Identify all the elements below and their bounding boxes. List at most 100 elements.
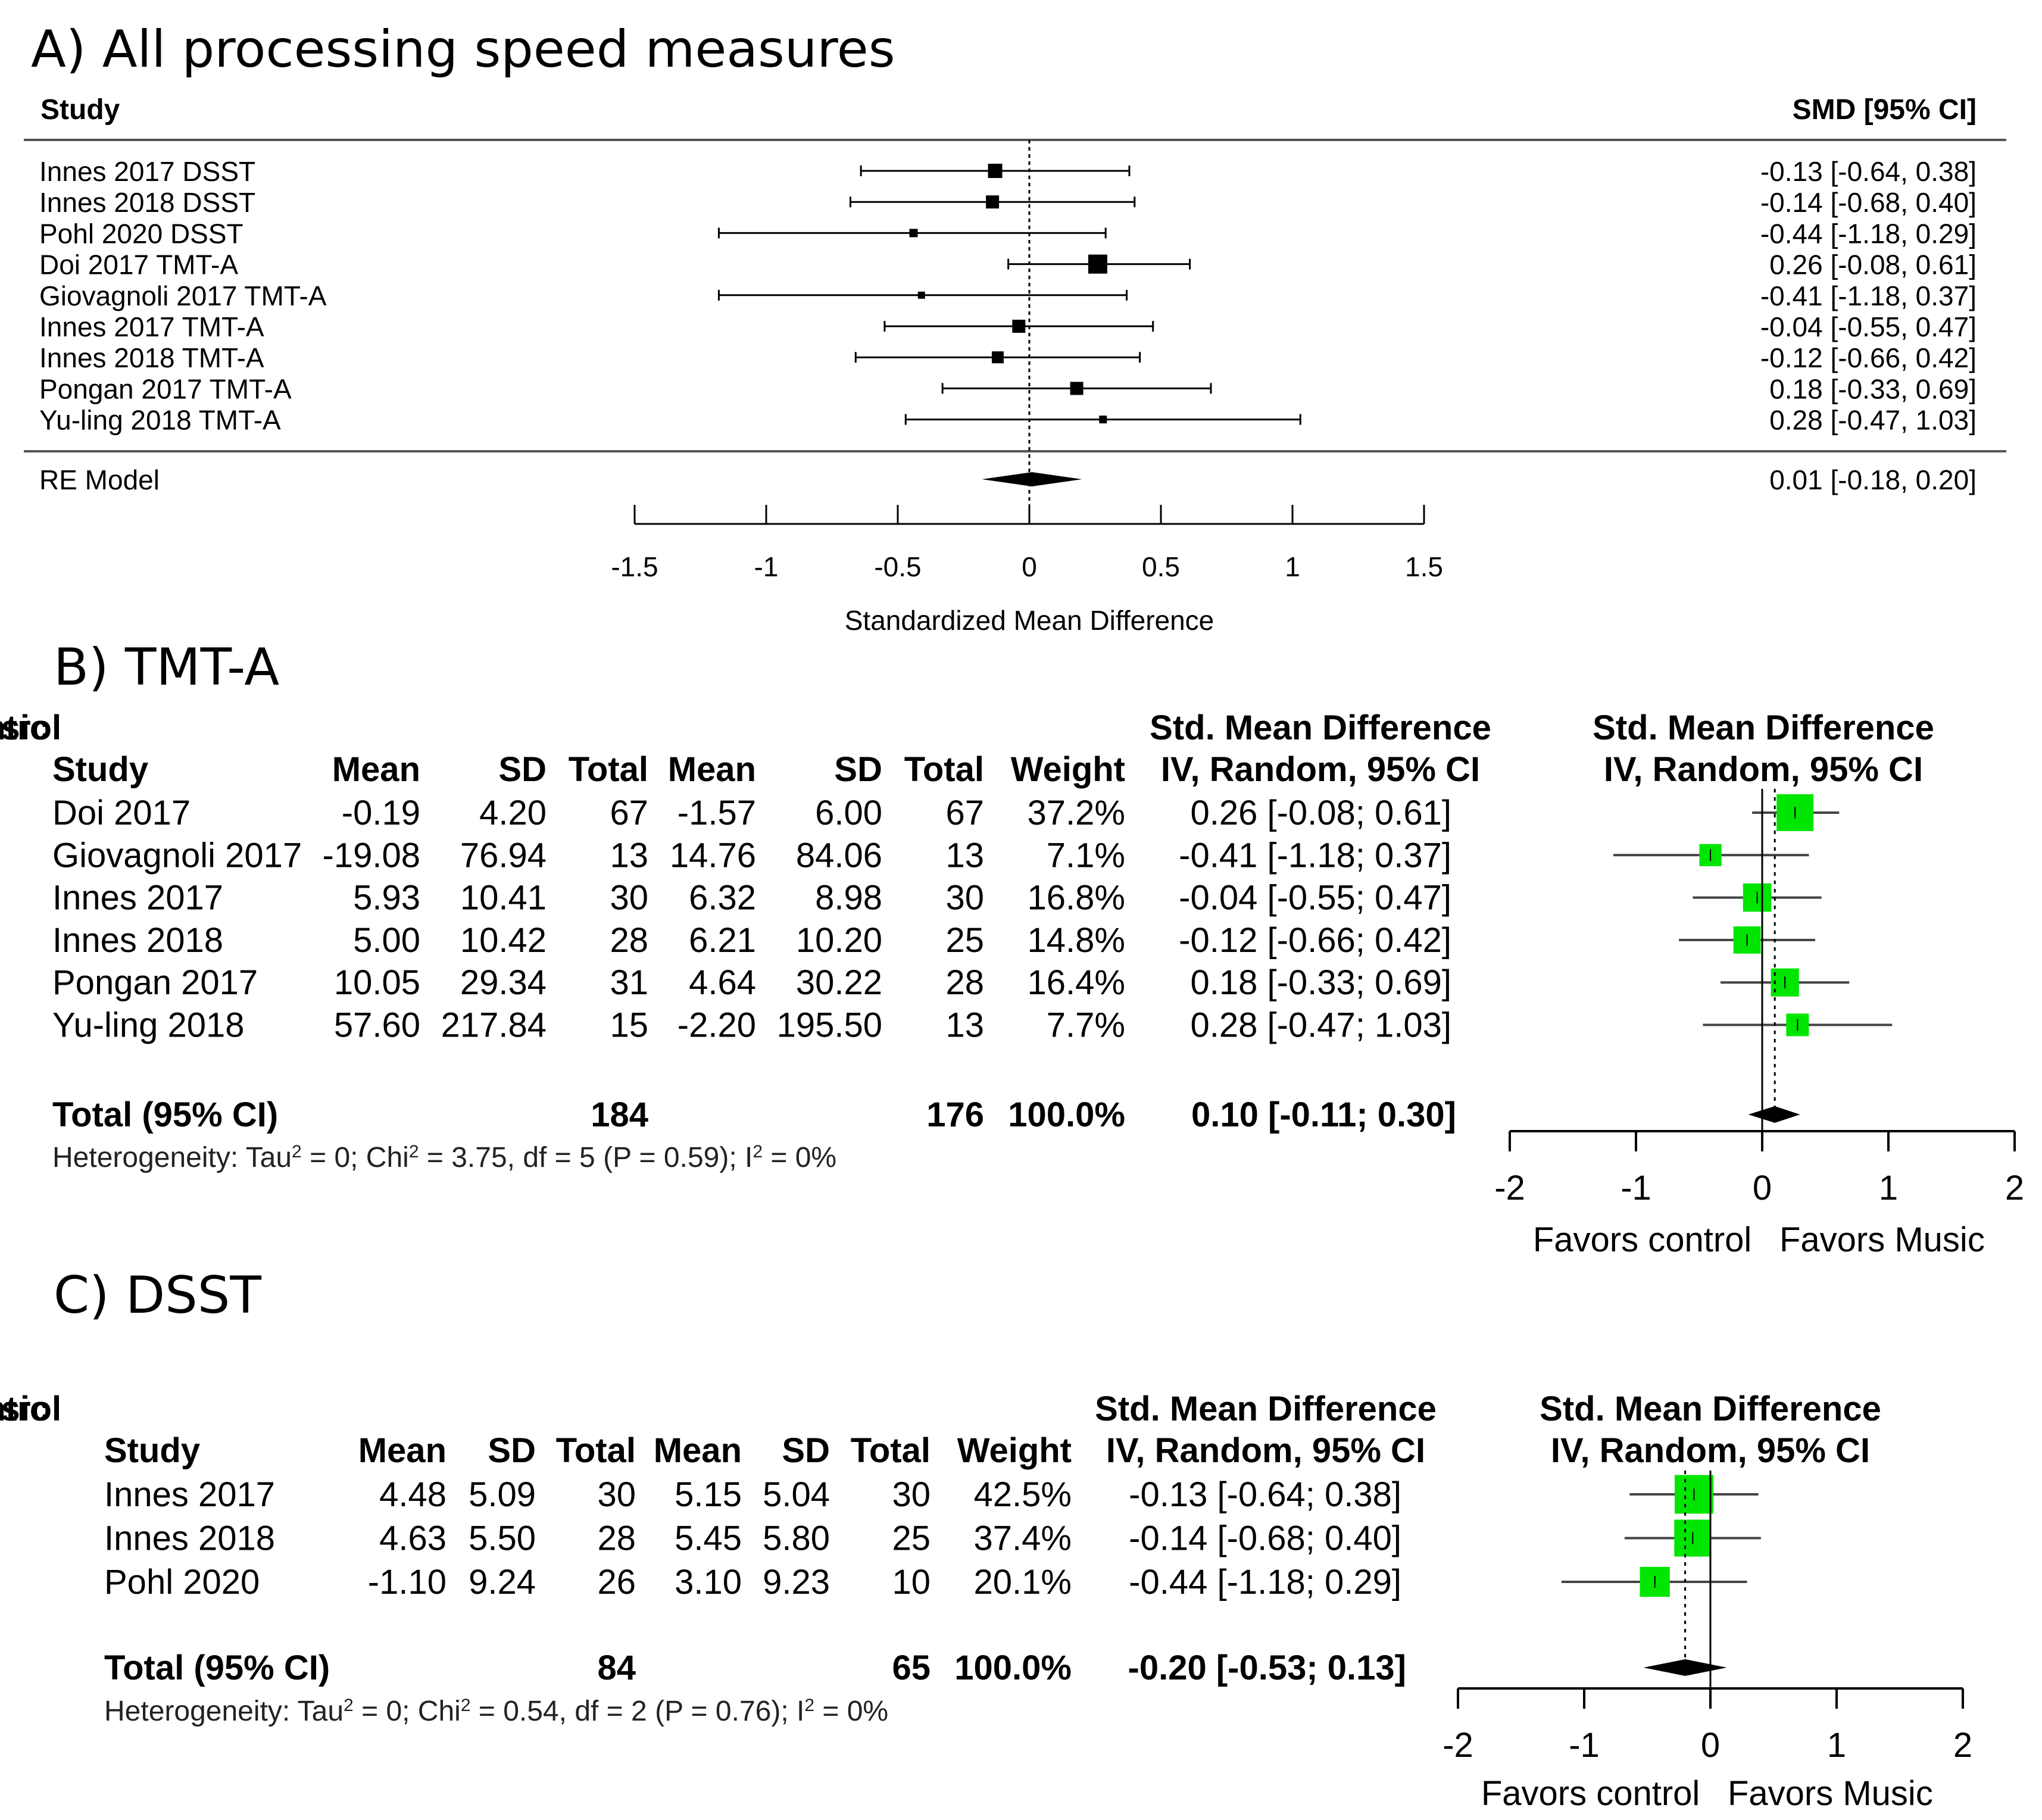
- panel-a-study-ci: -0.13 [-0.64, 0.38]: [1760, 156, 1977, 187]
- panel-b-row-music-total: 15: [610, 1006, 648, 1045]
- panel-a-study-label: Innes 2018 TMT-A: [39, 342, 264, 373]
- panel-a-header-study: Study: [40, 94, 120, 126]
- panel-c-row-control-mean: 3.10: [675, 1563, 742, 1602]
- panel-a-point-marker: [1088, 254, 1107, 274]
- panel-c-row-control-sd: 9.23: [763, 1563, 830, 1602]
- panel-c-row-music-sd: 5.09: [469, 1475, 536, 1514]
- panel-a-summary-label: RE Model: [39, 464, 160, 495]
- panel-a-study-label: Innes 2018 DSST: [39, 187, 255, 218]
- panel-b-row-music-total: 13: [610, 836, 648, 875]
- panel-c-x-tick-label: -2: [1442, 1726, 1473, 1765]
- panel-b-heterogeneity: Heterogeneity: Tau2 = 0; Chi2 = 3.75, df…: [52, 1142, 836, 1174]
- panel-c-row-weight: 37.4%: [974, 1519, 1072, 1558]
- panel-a-study-ci: -0.12 [-0.66, 0.42]: [1760, 342, 1977, 373]
- panel-c-row-weight: 42.5%: [974, 1475, 1072, 1514]
- panel-b-row-music-total: 67: [610, 794, 648, 832]
- panel-b-row-music-total: 28: [610, 921, 648, 960]
- panel-b-row-music-sd: 10.42: [460, 921, 547, 960]
- panel-b-x-tick-label: -2: [1494, 1169, 1525, 1207]
- panel-a-study-label: Pongan 2017 TMT-A: [39, 373, 292, 404]
- panel-c-title: C) DSST: [54, 1266, 261, 1325]
- panel-b-row-control-mean: -2.20: [677, 1006, 756, 1045]
- panel-a-study-ci: -0.04 [-0.55, 0.47]: [1760, 311, 1977, 342]
- panel-a-study-ci: -0.14 [-0.68, 0.40]: [1760, 187, 1977, 218]
- panel-b-header-control: Control: [0, 708, 61, 747]
- panel-c-col-header-music-mean: Mean: [358, 1431, 447, 1470]
- panel-c-heterogeneity-part: 2: [804, 1696, 814, 1715]
- panel-b-col-header-weight: Weight: [1011, 750, 1125, 789]
- panel-c-col-header-control-mean: Mean: [654, 1431, 742, 1470]
- panel-c-x-tick-label: -1: [1569, 1726, 1600, 1765]
- panel-a-point-marker: [909, 229, 918, 238]
- panel-c-x-tick-label: 1: [1827, 1726, 1846, 1765]
- panel-b-row-music-mean: 5.00: [353, 921, 420, 960]
- panel-a-study-label: Innes 2017 DSST: [39, 156, 255, 187]
- panel-c-row-music-total: 26: [597, 1563, 636, 1602]
- panel-b-row-control-sd: 10.20: [796, 921, 882, 960]
- panel-a-point-marker: [991, 351, 1004, 364]
- panel-b-header-plot: Std. Mean Difference: [1593, 708, 1934, 747]
- panel-b-row-music-sd: 4.20: [479, 794, 547, 832]
- panel-c-row-music-mean: 4.48: [379, 1475, 447, 1514]
- panel-c-row-ci: -0.14 [-0.68; 0.40]: [1129, 1519, 1401, 1558]
- panel-c-row-music-mean: 4.63: [379, 1519, 447, 1558]
- panel-b-heterogeneity-part: 2: [753, 1142, 763, 1162]
- panel-c-col-header-music-sd: SD: [488, 1431, 536, 1470]
- panel-c-row-control-total: 30: [892, 1475, 931, 1514]
- panel-c-total-control: 65: [892, 1649, 931, 1687]
- panel-c-row-control-mean: 5.15: [675, 1475, 742, 1514]
- panel-c-col-header-music-total: Total: [556, 1431, 636, 1470]
- panel-b-row-ci: -0.12 [-0.66; 0.42]: [1179, 921, 1451, 960]
- panel-c-total-music: 84: [597, 1649, 636, 1687]
- panel-a-point-marker: [986, 195, 1000, 209]
- panel-c-col-header-smd-ci: IV, Random, 95% CI: [1106, 1431, 1425, 1470]
- panel-b-col-header-control-mean: Mean: [668, 750, 756, 789]
- panel-b-row-control-total: 28: [945, 963, 984, 1002]
- panel-b-row-music-sd: 217.84: [441, 1006, 547, 1045]
- panel-b-title: B) TMT-A: [54, 638, 279, 697]
- panel-b-heterogeneity-part: Heterogeneity: Tau: [52, 1142, 292, 1173]
- panel-c-row-control-sd: 5.04: [763, 1475, 830, 1514]
- panel-c-row-control-sd: 5.80: [763, 1519, 830, 1558]
- panel-b-total-control: 176: [926, 1095, 984, 1134]
- panel-c-row-study: Innes 2017: [104, 1475, 275, 1514]
- panel-b-row-music-mean: 57.60: [334, 1006, 420, 1045]
- panel-b-row-control-sd: 30.22: [796, 963, 882, 1002]
- panel-b-heterogeneity-part: = 0%: [763, 1142, 836, 1173]
- panel-b-row-control-mean: 14.76: [670, 836, 756, 875]
- panel-b-total-music: 184: [591, 1095, 648, 1134]
- panel-c-row-weight: 20.1%: [974, 1563, 1072, 1602]
- panel-c-x-tick-label: 2: [1953, 1726, 1972, 1765]
- panel-c-row-control-total: 25: [892, 1519, 931, 1558]
- panel-a-study-label: Doi 2017 TMT-A: [39, 249, 238, 280]
- panel-a-summary-ci: 0.01 [-0.18, 0.20]: [1769, 464, 1977, 495]
- panel-b-row-control-total: 13: [945, 836, 984, 875]
- panel-b-row-weight: 16.4%: [1028, 963, 1125, 1002]
- panel-c-heterogeneity-part: 2: [461, 1696, 471, 1715]
- panel-b-row-ci: -0.04 [-0.55; 0.47]: [1179, 879, 1451, 917]
- panel-a-x-axis-label: Standardized Mean Difference: [845, 605, 1214, 636]
- panel-c-heterogeneity: Heterogeneity: Tau2 = 0; Chi2 = 0.54, df…: [104, 1696, 888, 1728]
- panel-c-row-ci: -0.13 [-0.64; 0.38]: [1129, 1475, 1401, 1514]
- panel-c-col-header-control-sd: SD: [782, 1431, 830, 1470]
- panel-b-row-control-total: 25: [945, 921, 984, 960]
- panel-b-row-music-sd: 76.94: [460, 836, 547, 875]
- panel-c-row-music-mean: -1.10: [368, 1563, 447, 1602]
- panel-a-x-tick-label: 0.5: [1142, 551, 1180, 582]
- panel-b-col-header-control-total: Total: [904, 750, 984, 789]
- panel-a-x-tick-label: -1: [754, 551, 779, 582]
- panel-c-row-music-total: 28: [597, 1519, 636, 1558]
- panel-b-row-study: Pongan 2017: [52, 963, 258, 1002]
- panel-b-favors-music: Favors Music: [1779, 1220, 1985, 1259]
- panel-b-row-ci: 0.28 [-0.47; 1.03]: [1190, 1006, 1451, 1045]
- panel-a-study-ci: -0.41 [-1.18, 0.37]: [1760, 280, 1977, 311]
- panel-b-col-header-music-total: Total: [569, 750, 648, 789]
- panel-c-row-study: Innes 2018: [104, 1519, 275, 1558]
- panel-c-row-ci: -0.44 [-1.18; 0.29]: [1129, 1563, 1401, 1602]
- panel-c-favors-music: Favors Music: [1728, 1774, 1933, 1813]
- panel-b-row-control-sd: 8.98: [815, 879, 882, 917]
- panel-c-heterogeneity-part: = 0.54, df = 2 (P = 0.76); I: [471, 1696, 805, 1727]
- panel-b-row-study: Innes 2018: [52, 921, 223, 960]
- panel-c-row-music-sd: 9.24: [469, 1563, 536, 1602]
- panel-a-study-ci: 0.28 [-0.47, 1.03]: [1769, 405, 1977, 436]
